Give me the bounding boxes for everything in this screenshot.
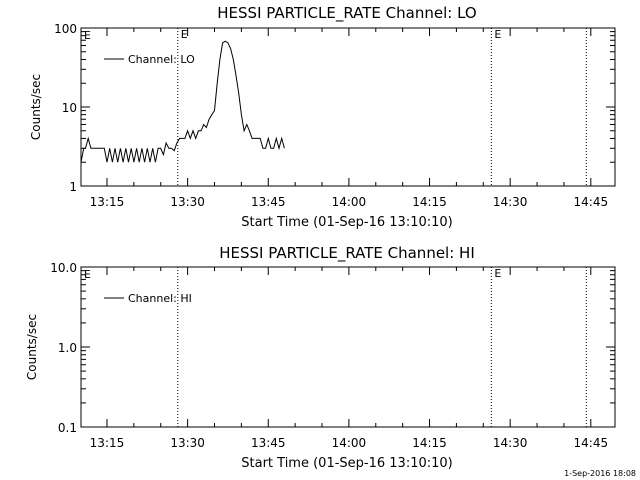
y-ticks: 1 10 100 bbox=[54, 22, 615, 194]
x-tick-label: 14:00 bbox=[332, 195, 367, 209]
y-tick-label: 1 bbox=[69, 180, 77, 194]
x-tick-label: 14:30 bbox=[493, 195, 528, 209]
corner-label: E bbox=[84, 29, 91, 42]
x-tick-label: 13:15 bbox=[90, 436, 125, 450]
panel-lo: HESSI PARTICLE_RATE Channel: LO Counts/s… bbox=[29, 4, 616, 230]
x-axis-label: Start Time (01-Sep-16 13:10:10) bbox=[241, 456, 452, 471]
y-tick-label: 1.0 bbox=[58, 341, 77, 355]
x-tick-label: 13:15 bbox=[90, 195, 125, 209]
x-tick-label: 14:45 bbox=[574, 195, 609, 209]
legend-label: Channel: HI bbox=[128, 292, 192, 305]
panel-hi: HESSI PARTICLE_RATE Channel: HI Counts/s… bbox=[25, 244, 616, 471]
chart-title: HESSI PARTICLE_RATE Channel: HI bbox=[219, 244, 475, 263]
corner-label: E bbox=[84, 268, 91, 281]
x-tick-label: 13:45 bbox=[251, 195, 286, 209]
x-axis-label: Start Time (01-Sep-16 13:10:10) bbox=[241, 215, 452, 230]
footer-timestamp: 1-Sep-2016 18:08 bbox=[564, 469, 636, 478]
event-marker-label: E bbox=[181, 28, 188, 41]
y-tick-label: 0.1 bbox=[58, 421, 77, 435]
series-line-lo bbox=[80, 40, 285, 163]
x-tick-label: 14:15 bbox=[412, 195, 447, 209]
y-tick-label: 10 bbox=[62, 101, 77, 115]
x-tick-label: 13:30 bbox=[170, 195, 205, 209]
chart-title: HESSI PARTICLE_RATE Channel: LO bbox=[217, 4, 476, 23]
plot-frame bbox=[80, 266, 616, 428]
plot-frame bbox=[80, 27, 616, 187]
y-axis-label: Counts/sec bbox=[25, 314, 39, 380]
x-ticks: 13:15 13:30 13:45 14:00 14:15 14:30 14:45 bbox=[90, 267, 608, 450]
y-tick-label: 10.0 bbox=[50, 261, 77, 275]
x-tick-label: 14:45 bbox=[574, 436, 609, 450]
markers: E bbox=[177, 267, 587, 427]
event-marker-label: E bbox=[494, 28, 501, 41]
x-tick-label: 13:45 bbox=[251, 436, 286, 450]
y-ticks: 0.1 1.0 10.0 bbox=[50, 261, 615, 435]
y-tick-label: 100 bbox=[54, 22, 77, 36]
y-axis-label: Counts/sec bbox=[29, 74, 43, 140]
x-tick-label: 14:00 bbox=[332, 436, 367, 450]
event-marker-label: E bbox=[494, 267, 501, 280]
legend-label: Channel: LO bbox=[128, 53, 195, 66]
x-tick-label: 14:15 bbox=[412, 436, 447, 450]
x-tick-label: 13:30 bbox=[170, 436, 205, 450]
x-ticks: 13:15 13:30 13:45 14:00 14:15 14:30 14:45 bbox=[90, 28, 608, 209]
x-tick-label: 14:30 bbox=[493, 436, 528, 450]
